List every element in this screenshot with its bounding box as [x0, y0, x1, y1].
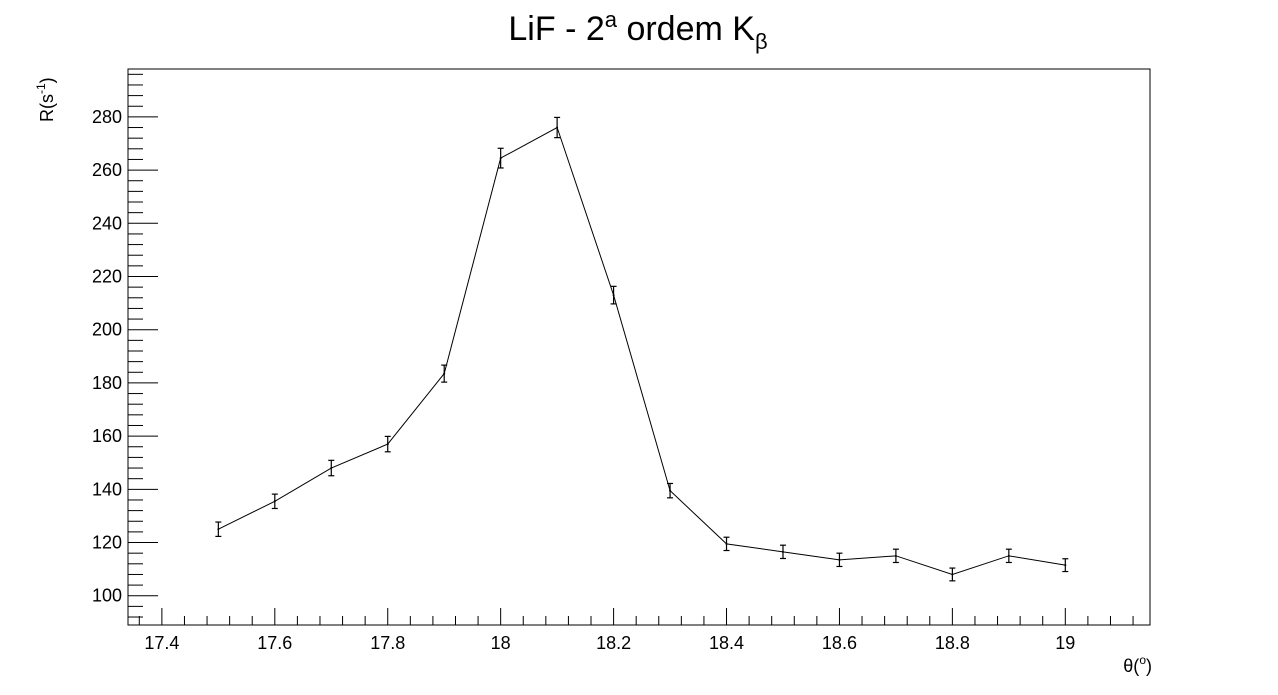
y-axis-label: R(s-1) — [34, 77, 57, 122]
point-marker — [894, 554, 897, 557]
y-tick-label: 100 — [92, 586, 122, 606]
x-tick-label: 18.6 — [822, 633, 857, 653]
data-point — [271, 493, 278, 510]
y-tick-label: 180 — [92, 373, 122, 393]
point-marker — [612, 294, 615, 297]
y-tick-label: 140 — [92, 479, 122, 499]
x-tick-label: 17.4 — [144, 633, 179, 653]
point-marker — [217, 528, 220, 531]
point-marker — [1007, 554, 1010, 557]
point-marker — [273, 500, 276, 503]
x-tick-label: 17.6 — [257, 633, 292, 653]
data-point — [836, 552, 843, 568]
data-point — [723, 536, 730, 552]
point-marker — [669, 489, 672, 492]
data-point — [441, 364, 448, 383]
data-point — [1062, 558, 1069, 573]
x-tick-label: 18.8 — [935, 633, 970, 653]
point-marker — [386, 443, 389, 446]
x-tick-label: 19 — [1055, 633, 1075, 653]
x-tick-label: 18.4 — [709, 633, 744, 653]
data-point — [384, 435, 391, 453]
point-marker — [443, 372, 446, 375]
y-tick-label: 120 — [92, 533, 122, 553]
data-point — [949, 567, 956, 582]
y-tick-label: 200 — [92, 320, 122, 340]
x-axis-label: θ(o) — [1123, 653, 1152, 676]
data-marks — [215, 116, 1069, 582]
x-tick-label: 18.2 — [596, 633, 631, 653]
data-point — [1005, 548, 1012, 564]
data-point — [554, 116, 561, 139]
point-marker — [951, 573, 954, 576]
chart-title: LiF - 2a ordem Kβ — [508, 7, 767, 54]
y-tick-label: 280 — [92, 107, 122, 127]
point-marker — [499, 157, 502, 160]
data-point — [667, 482, 674, 499]
x-tick-label: 18 — [491, 633, 511, 653]
data-point — [497, 147, 504, 169]
plot-frame — [127, 68, 1151, 626]
point-marker — [1064, 564, 1067, 567]
data-point — [610, 285, 617, 305]
y-tick-label: 220 — [92, 267, 122, 287]
point-marker — [781, 550, 784, 553]
y-tick-label: 260 — [92, 160, 122, 180]
axis-ticks: 17.4 17.6 17.8 18 18.2 18.4 18.6 18.8 19 100 120 14… — [92, 73, 1134, 653]
point-marker — [725, 542, 728, 545]
point-marker — [330, 467, 333, 470]
y-tick-label: 160 — [92, 426, 122, 446]
data-point — [892, 548, 899, 564]
y-tick-label: 240 — [92, 213, 122, 233]
data-point — [779, 544, 786, 560]
point-marker — [838, 558, 841, 561]
x-tick-label: 17.8 — [370, 633, 405, 653]
data-point — [328, 459, 335, 477]
point-marker — [556, 126, 559, 129]
series-line — [218, 126, 1066, 575]
data-point — [215, 521, 222, 538]
